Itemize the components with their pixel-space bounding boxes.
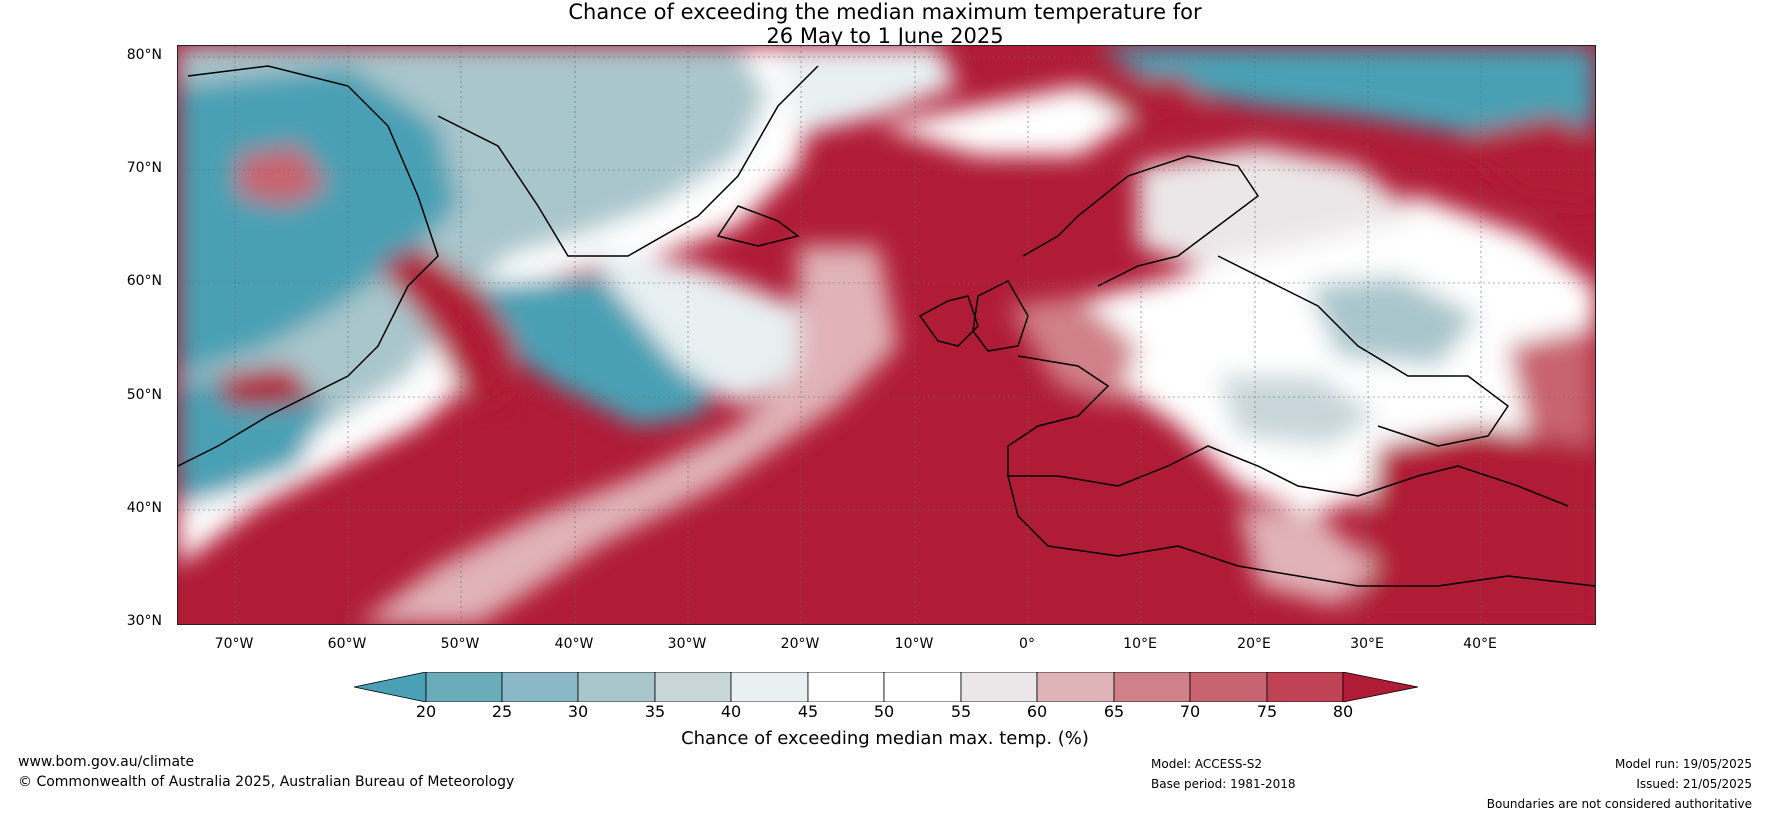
colorbar-extend-low	[354, 672, 427, 702]
footer-model: Model: ACCESS-S2	[1151, 757, 1263, 771]
lon-label: 60°W	[327, 636, 367, 652]
colorbar-tick: 80	[1332, 702, 1354, 721]
lat-label: 60°N	[126, 273, 162, 289]
chart-title: Chance of exceeding the median maximum t…	[0, 0, 1770, 48]
colorbar-bin	[1036, 672, 1115, 702]
lon-label: 20°W	[780, 636, 820, 652]
graticule	[178, 46, 1595, 624]
colorbar-tick: 75	[1256, 702, 1278, 721]
lat-label: 50°N	[126, 387, 162, 403]
lon-label: 70°W	[214, 636, 254, 652]
lat-label: 40°N	[126, 500, 162, 516]
lat-label: 80°N	[126, 47, 162, 63]
colorbar-tick: 35	[644, 702, 666, 721]
colorbar-tick: 65	[1103, 702, 1125, 721]
colorbar-bin	[883, 672, 962, 702]
forecast-map	[177, 45, 1596, 625]
lon-label: 30°W	[667, 636, 707, 652]
colorbar-bin	[425, 672, 503, 702]
coastlines	[178, 65, 1595, 587]
footer-copyright: © Commonwealth of Australia 2025, Austra…	[18, 774, 515, 790]
probability-field	[178, 46, 1595, 624]
colorbar-tick: 45	[797, 702, 819, 721]
colorbar-tick: 40	[720, 702, 742, 721]
lon-label: 40°W	[554, 636, 594, 652]
colorbar-bin	[654, 672, 732, 702]
footer-url: www.bom.gov.au/climate	[18, 754, 195, 770]
colorbar-tick: 25	[491, 702, 513, 721]
colorbar-bin	[807, 672, 885, 702]
colorbar-tick: 30	[567, 702, 589, 721]
colorbar-bin	[501, 672, 579, 702]
colorbar-tick: 60	[1026, 702, 1048, 721]
colorbar-bin	[960, 672, 1038, 702]
colorbar-tick: 70	[1179, 702, 1201, 721]
lon-label: 0°	[1019, 636, 1035, 652]
lon-label: 30°E	[1350, 636, 1384, 652]
colorbar	[354, 672, 1418, 702]
colorbar-label: Chance of exceeding median max. temp. (%…	[681, 728, 1089, 749]
colorbar-extend-high	[1342, 672, 1418, 702]
title-line-2: 26 May to 1 June 2025	[766, 24, 1004, 48]
colorbar-bin	[730, 672, 809, 702]
map-canvas	[178, 46, 1595, 624]
lat-label: 70°N	[126, 160, 162, 176]
lon-label: 50°W	[440, 636, 480, 652]
colorbar-tick: 50	[873, 702, 895, 721]
footer-disclaimer: Boundaries are not considered authoritat…	[1486, 797, 1752, 811]
colorbar-tick: 20	[415, 702, 437, 721]
lon-label: 10°W	[894, 636, 934, 652]
lat-label: 30°N	[126, 613, 162, 629]
title-line-1: Chance of exceeding the median maximum t…	[568, 0, 1202, 24]
lon-label: 40°E	[1463, 636, 1497, 652]
lon-label: 10°E	[1123, 636, 1157, 652]
colorbar-bin	[1189, 672, 1268, 702]
colorbar-bin	[577, 672, 656, 702]
footer-issued: Issued: 21/05/2025	[1636, 777, 1752, 791]
footer-base-period: Base period: 1981-2018	[1151, 777, 1296, 791]
colorbar-bin	[1266, 672, 1344, 702]
colorbar-tick: 55	[950, 702, 972, 721]
colorbar-bin	[1113, 672, 1191, 702]
footer-model-run: Model run: 19/05/2025	[1614, 757, 1752, 771]
lon-label: 20°E	[1237, 636, 1271, 652]
